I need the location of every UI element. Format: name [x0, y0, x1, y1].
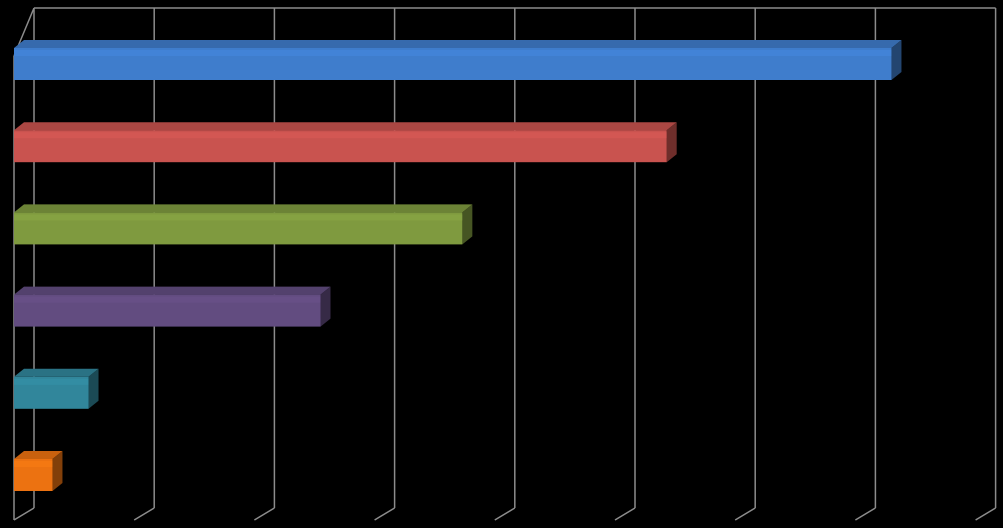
- bar-end-face: [320, 286, 331, 327]
- bar-top-face: [14, 451, 63, 459]
- bar-front-face: [14, 48, 892, 80]
- floor-gridline: [494, 507, 516, 521]
- bar-end-face: [88, 368, 99, 409]
- bar-highlight: [14, 461, 53, 467]
- bar-highlight: [14, 50, 892, 56]
- bar: [14, 40, 902, 80]
- bar-front-face: [14, 294, 321, 327]
- floor-gridline: [13, 507, 35, 521]
- gridlines: [13, 7, 997, 521]
- bar-highlight: [14, 378, 89, 385]
- bar-end-face: [462, 204, 473, 245]
- bar-top-face: [14, 286, 331, 295]
- bar-highlight: [14, 296, 321, 303]
- floor-gridline: [614, 507, 636, 521]
- floor-gridline: [254, 507, 275, 521]
- bar-highlight: [14, 214, 463, 221]
- bar-top-face: [14, 122, 677, 131]
- bar: [14, 204, 473, 245]
- bar-front-face: [14, 459, 53, 491]
- bar-front-face: [14, 376, 89, 409]
- bar-highlight: [14, 132, 667, 139]
- floor-gridline: [374, 507, 395, 521]
- bar-front-face: [14, 212, 463, 245]
- bar: [14, 286, 331, 327]
- floor-gridline: [133, 507, 155, 521]
- bar-top-face: [14, 40, 902, 48]
- bar: [14, 122, 677, 163]
- bar-end-face: [891, 40, 902, 80]
- bar-end-face: [52, 451, 63, 491]
- floor-gridline: [975, 507, 996, 521]
- bar-front-face: [14, 130, 667, 163]
- floor-gridline: [855, 507, 876, 521]
- bar-top-face: [14, 368, 99, 377]
- floor-gridline: [734, 507, 756, 521]
- bar-end-face: [666, 122, 677, 163]
- bar: [14, 368, 99, 409]
- bar: [14, 451, 63, 491]
- bars: [14, 40, 902, 491]
- bar-top-face: [14, 204, 473, 213]
